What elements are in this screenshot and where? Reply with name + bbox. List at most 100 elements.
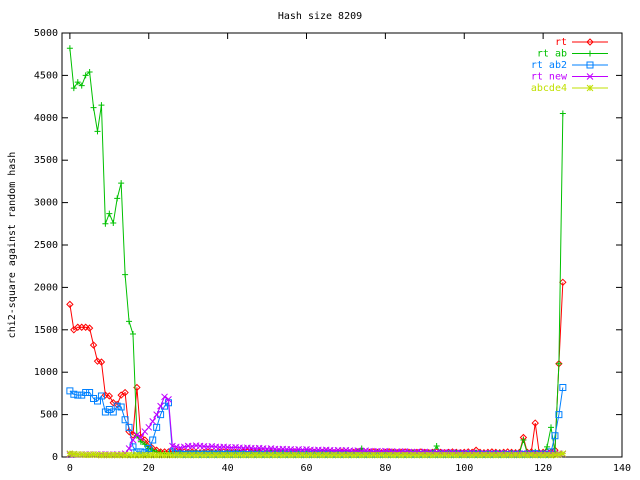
marker	[102, 451, 109, 459]
marker	[240, 451, 247, 459]
marker	[441, 451, 448, 459]
marker	[283, 451, 291, 459]
marker	[338, 451, 346, 459]
marker	[216, 451, 224, 459]
marker	[299, 451, 306, 459]
marker	[433, 442, 440, 449]
marker	[82, 72, 89, 79]
marker	[70, 390, 78, 398]
marker	[173, 443, 180, 451]
x-tick-label: 40	[222, 463, 234, 474]
marker	[512, 451, 519, 459]
marker	[161, 451, 168, 459]
marker	[196, 451, 204, 459]
marker	[421, 451, 429, 459]
marker	[70, 85, 77, 92]
legend-label: rt new	[531, 72, 568, 83]
marker	[287, 451, 295, 459]
marker	[251, 451, 259, 459]
marker	[531, 451, 539, 459]
y-tick-label: 500	[40, 410, 58, 421]
marker	[314, 451, 322, 459]
y-tick-label: 4000	[34, 113, 58, 124]
marker	[449, 451, 456, 459]
marker	[137, 434, 145, 441]
marker	[66, 450, 74, 457]
legend-label: rt	[555, 37, 567, 48]
marker	[385, 451, 393, 459]
marker	[531, 419, 539, 427]
marker	[78, 82, 85, 89]
x-tick-label: 60	[300, 463, 312, 474]
marker	[109, 451, 117, 459]
marker	[559, 450, 567, 457]
marker	[263, 451, 271, 459]
y-tick-label: 2500	[34, 240, 58, 251]
marker	[97, 358, 106, 366]
marker	[370, 451, 377, 459]
marker	[102, 220, 109, 227]
marker	[137, 438, 144, 445]
marker	[66, 45, 73, 52]
marker	[504, 451, 511, 459]
marker	[97, 392, 105, 400]
marker	[121, 388, 129, 397]
y-tick-label: 2000	[34, 282, 58, 293]
x-tick-label: 100	[455, 463, 473, 474]
marker	[93, 357, 102, 365]
marker	[145, 423, 153, 431]
marker	[318, 451, 326, 459]
x-tick-label: 20	[143, 463, 155, 474]
marker	[350, 451, 358, 459]
marker	[86, 69, 93, 76]
marker	[129, 451, 137, 459]
marker	[149, 418, 157, 425]
y-tick-label: 4500	[34, 70, 58, 81]
marker	[90, 394, 98, 402]
marker	[113, 451, 121, 459]
marker	[456, 451, 464, 459]
marker	[445, 451, 452, 459]
marker	[180, 443, 188, 451]
marker	[555, 411, 563, 419]
marker	[89, 341, 98, 349]
marker	[129, 431, 137, 439]
marker	[106, 210, 113, 217]
marker	[500, 451, 508, 459]
marker	[169, 451, 176, 459]
marker	[70, 450, 78, 458]
marker	[326, 451, 334, 459]
marker	[354, 451, 362, 459]
marker	[204, 451, 212, 459]
marker	[192, 451, 200, 459]
marker	[145, 451, 153, 459]
legend-label: rt ab2	[531, 60, 567, 71]
marker	[125, 451, 133, 459]
y-tick-label: 3500	[34, 155, 58, 166]
marker	[129, 331, 136, 338]
marker	[78, 451, 86, 458]
marker	[527, 451, 535, 459]
marker	[279, 451, 287, 459]
marker	[413, 451, 421, 459]
y-tick-label: 3000	[34, 198, 58, 209]
marker	[520, 451, 527, 459]
marker	[516, 451, 523, 459]
marker	[188, 451, 196, 459]
marker	[586, 73, 594, 80]
marker	[153, 411, 161, 418]
marker	[86, 451, 93, 459]
marker	[153, 451, 161, 459]
marker	[330, 451, 338, 459]
marker	[342, 451, 350, 459]
marker	[212, 451, 220, 459]
marker	[374, 451, 381, 459]
marker	[547, 451, 555, 459]
marker	[539, 451, 547, 459]
marker	[157, 402, 164, 410]
marker	[129, 436, 137, 444]
marker	[358, 451, 366, 459]
marker	[161, 393, 168, 401]
marker	[113, 402, 121, 410]
marker	[153, 423, 161, 431]
